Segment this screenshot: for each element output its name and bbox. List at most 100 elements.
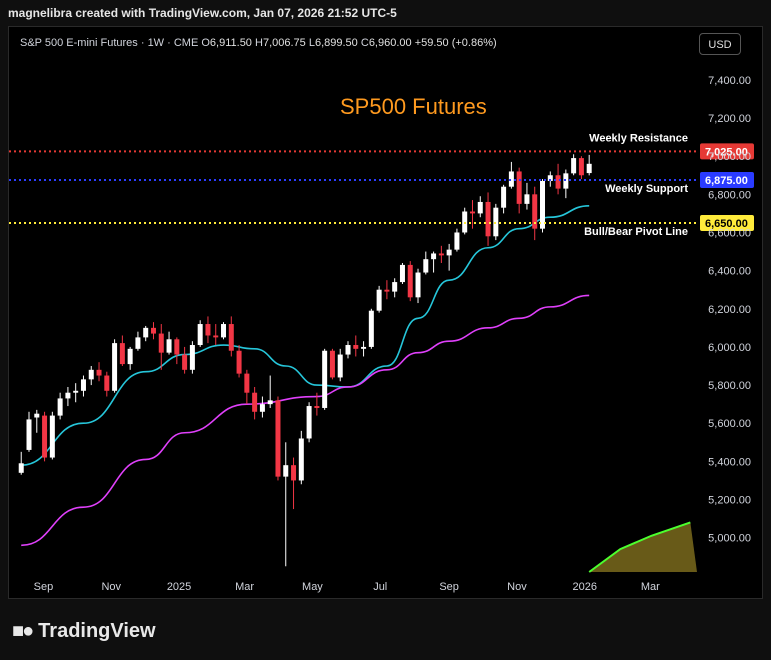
candle <box>306 402 312 443</box>
level-price-text: 6,875.00 <box>705 175 748 187</box>
x-tick-label: Mar <box>235 581 254 593</box>
candle-body <box>213 335 219 338</box>
candle <box>252 386 258 420</box>
tradingview-logo-icon: ■● <box>12 620 34 642</box>
candle <box>454 228 460 252</box>
chart-canvas[interactable]: Weekly Resistance 7,025.00 Weekly Support 6… <box>0 0 771 600</box>
candle-body <box>57 398 63 416</box>
level-price-badge[interactable] <box>700 143 754 160</box>
level-3[interactable]: Bull/Bear Pivot Line 6,650.00 <box>9 214 754 238</box>
chart-frame[interactable] <box>8 26 763 599</box>
candle-body <box>415 272 421 298</box>
candle-body <box>135 337 141 349</box>
candle-body <box>275 400 281 477</box>
candle-body <box>228 324 234 351</box>
level-price-text: 7,025.00 <box>705 146 748 158</box>
moving-averages <box>21 204 590 547</box>
low-label: L <box>308 37 315 49</box>
candle <box>353 335 359 357</box>
candle <box>34 409 40 433</box>
horizontal-levels[interactable]: Weekly Resistance 7,025.00 Weekly Support 6… <box>9 132 754 238</box>
candle-body <box>399 264 405 283</box>
candle <box>524 182 530 210</box>
candle <box>571 154 577 176</box>
y-tick-label: 6,800.00 <box>708 189 751 201</box>
candle <box>329 348 335 380</box>
symbol-legend[interactable]: S&P 500 E-mini Futures · 1W · CME O6,911… <box>20 37 497 49</box>
candle-body <box>174 339 180 355</box>
x-tick-label: 2025 <box>167 581 191 593</box>
level-price-badge[interactable] <box>700 214 754 231</box>
candle <box>322 348 328 410</box>
y-tick-label: 5,600.00 <box>708 418 751 430</box>
candle <box>532 186 538 241</box>
close-label: C <box>360 37 369 49</box>
candle-body <box>423 259 429 273</box>
candle <box>119 335 125 366</box>
time-axis[interactable]: Sep Nov 2025 Mar May Jul Sep Nov 2026 Mar <box>34 581 660 593</box>
x-tick-label: Sep <box>34 581 54 593</box>
candle-body <box>571 158 577 174</box>
candle-body <box>205 324 211 336</box>
candle <box>563 169 569 199</box>
candle-body <box>578 158 584 176</box>
candle-body <box>26 419 32 450</box>
x-tick-label: Sep <box>439 581 459 593</box>
candle-body <box>532 194 538 229</box>
y-tick-label: 5,400.00 <box>708 456 751 468</box>
candle-body <box>547 175 553 181</box>
candle <box>392 278 398 298</box>
tradingview-logo[interactable]: ■● TradingView <box>12 620 156 643</box>
candle-body <box>477 201 483 214</box>
candle-body <box>42 415 48 458</box>
candle <box>314 392 320 416</box>
candle <box>26 411 32 452</box>
candle-body <box>376 289 382 311</box>
candle <box>236 345 242 378</box>
candle-body <box>322 350 328 408</box>
footer <box>0 599 771 660</box>
candle-body <box>291 465 297 481</box>
candle-body <box>345 345 351 355</box>
candle-body <box>524 194 530 204</box>
open-value: 6,911.50 <box>209 37 252 49</box>
level-label: Weekly Support <box>605 183 688 195</box>
level-label: Bull/Bear Pivot Line <box>584 226 688 238</box>
candle <box>80 375 86 397</box>
candle <box>407 261 413 302</box>
low-value: 6,899.50 <box>314 37 358 49</box>
candle-body <box>49 415 55 458</box>
candle <box>42 411 48 462</box>
candle <box>182 346 188 374</box>
symbol-name: S&P 500 E-mini Futures · 1W · CME <box>20 37 199 49</box>
candle <box>345 341 351 359</box>
candle-body <box>34 413 40 418</box>
x-tick-label: Nov <box>507 581 527 593</box>
candle-body <box>73 390 79 393</box>
candle <box>376 285 382 313</box>
chart-credit: magnelibra created with TradingView.com,… <box>8 6 397 20</box>
level-price-text: 6,650.00 <box>705 218 748 230</box>
candle <box>18 451 24 475</box>
candle-body <box>306 406 312 439</box>
candle <box>135 331 141 351</box>
currency-button[interactable]: USD <box>699 33 741 55</box>
candle <box>244 369 250 405</box>
projection-fill <box>589 522 697 572</box>
candle <box>166 331 172 355</box>
level-2[interactable]: Weekly Support 6,875.00 <box>9 172 754 195</box>
candle <box>423 251 429 275</box>
candle <box>431 251 437 273</box>
candle <box>96 362 102 382</box>
candle <box>368 308 374 349</box>
candle-body <box>329 350 335 378</box>
candle <box>384 280 390 300</box>
candle <box>462 207 468 235</box>
level-price-badge[interactable] <box>700 172 754 189</box>
high-value: 7,006.75 <box>262 37 306 49</box>
candle <box>477 196 483 218</box>
level-1[interactable]: Weekly Resistance 7,025.00 <box>9 132 754 160</box>
y-tick-label: 6,600.00 <box>708 227 751 239</box>
price-axis[interactable]: 7,400.00 7,200.00 7,000.00 6,800.00 6,600.00… <box>708 75 751 545</box>
high-label: H <box>255 37 263 49</box>
